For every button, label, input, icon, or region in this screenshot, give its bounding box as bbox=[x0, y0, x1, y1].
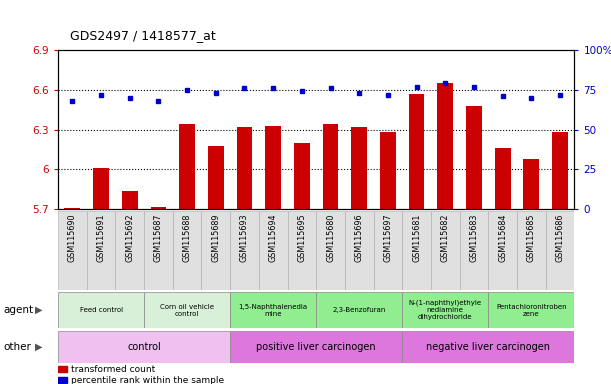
Bar bbox=[288, 211, 316, 290]
Bar bbox=[58, 211, 87, 290]
Text: transformed count: transformed count bbox=[71, 364, 155, 374]
Text: GSM115693: GSM115693 bbox=[240, 214, 249, 262]
Bar bbox=[466, 106, 482, 209]
Text: agent: agent bbox=[3, 305, 33, 315]
Bar bbox=[58, 292, 144, 328]
Bar bbox=[524, 159, 539, 209]
Bar bbox=[236, 127, 252, 209]
Bar bbox=[115, 211, 144, 290]
Bar bbox=[495, 148, 511, 209]
Bar bbox=[402, 331, 574, 363]
Bar bbox=[265, 126, 281, 209]
Text: GSM115687: GSM115687 bbox=[154, 214, 163, 262]
Bar bbox=[93, 168, 109, 209]
Bar bbox=[202, 211, 230, 290]
Bar bbox=[208, 146, 224, 209]
Text: other: other bbox=[3, 342, 31, 352]
Bar bbox=[58, 366, 67, 372]
Bar bbox=[316, 211, 345, 290]
Bar bbox=[380, 132, 396, 209]
Text: Pentachloronitroben
zene: Pentachloronitroben zene bbox=[496, 304, 566, 316]
Bar bbox=[345, 211, 373, 290]
Text: GSM115686: GSM115686 bbox=[555, 214, 565, 262]
Bar bbox=[517, 211, 546, 290]
Bar bbox=[173, 211, 202, 290]
Text: ▶: ▶ bbox=[35, 342, 43, 352]
Bar bbox=[552, 132, 568, 209]
Text: 2,3-Benzofuran: 2,3-Benzofuran bbox=[332, 307, 386, 313]
Bar bbox=[294, 143, 310, 209]
Text: GSM115683: GSM115683 bbox=[469, 214, 478, 262]
Text: GSM115685: GSM115685 bbox=[527, 214, 536, 262]
Text: GSM115682: GSM115682 bbox=[441, 214, 450, 262]
Bar bbox=[488, 211, 517, 290]
Bar bbox=[87, 211, 115, 290]
Bar bbox=[58, 331, 230, 363]
Text: 1,5-Naphthalenedia
mine: 1,5-Naphthalenedia mine bbox=[239, 304, 308, 316]
Bar bbox=[65, 208, 80, 209]
Text: GDS2497 / 1418577_at: GDS2497 / 1418577_at bbox=[70, 29, 216, 42]
Bar bbox=[230, 292, 316, 328]
Text: Feed control: Feed control bbox=[79, 307, 123, 313]
Text: GSM115691: GSM115691 bbox=[97, 214, 106, 262]
Bar bbox=[402, 211, 431, 290]
Text: GSM115681: GSM115681 bbox=[412, 214, 421, 262]
Text: GSM115684: GSM115684 bbox=[498, 214, 507, 262]
Bar bbox=[402, 292, 488, 328]
Bar bbox=[459, 211, 488, 290]
Bar bbox=[144, 211, 173, 290]
Bar bbox=[259, 211, 288, 290]
Text: GSM115694: GSM115694 bbox=[269, 214, 277, 262]
Bar bbox=[437, 83, 453, 209]
Text: GSM115680: GSM115680 bbox=[326, 214, 335, 262]
Bar bbox=[58, 377, 67, 383]
Bar bbox=[323, 124, 338, 209]
Bar bbox=[230, 331, 402, 363]
Text: GSM115695: GSM115695 bbox=[298, 214, 306, 262]
Text: N-(1-naphthyl)ethyle
nediamine
dihydrochloride: N-(1-naphthyl)ethyle nediamine dihydroch… bbox=[409, 300, 482, 320]
Text: GSM115689: GSM115689 bbox=[211, 214, 221, 262]
Bar bbox=[409, 94, 425, 209]
Text: Corn oil vehicle
control: Corn oil vehicle control bbox=[160, 304, 214, 316]
Bar bbox=[316, 292, 402, 328]
Text: GSM115692: GSM115692 bbox=[125, 214, 134, 262]
Text: ▶: ▶ bbox=[35, 305, 43, 315]
Bar bbox=[431, 211, 459, 290]
Bar bbox=[488, 292, 574, 328]
Bar bbox=[546, 211, 574, 290]
Text: GSM115696: GSM115696 bbox=[355, 214, 364, 262]
Bar bbox=[122, 191, 137, 209]
Text: GSM115688: GSM115688 bbox=[183, 214, 192, 262]
Text: negative liver carcinogen: negative liver carcinogen bbox=[426, 342, 551, 352]
Bar bbox=[144, 292, 230, 328]
Bar bbox=[150, 207, 166, 209]
Text: GSM115697: GSM115697 bbox=[383, 214, 392, 262]
Text: percentile rank within the sample: percentile rank within the sample bbox=[71, 376, 224, 384]
Text: control: control bbox=[127, 342, 161, 352]
Bar bbox=[179, 124, 195, 209]
Bar bbox=[351, 127, 367, 209]
Text: GSM115690: GSM115690 bbox=[68, 214, 77, 262]
Text: positive liver carcinogen: positive liver carcinogen bbox=[257, 342, 376, 352]
Bar bbox=[230, 211, 259, 290]
Bar bbox=[373, 211, 402, 290]
